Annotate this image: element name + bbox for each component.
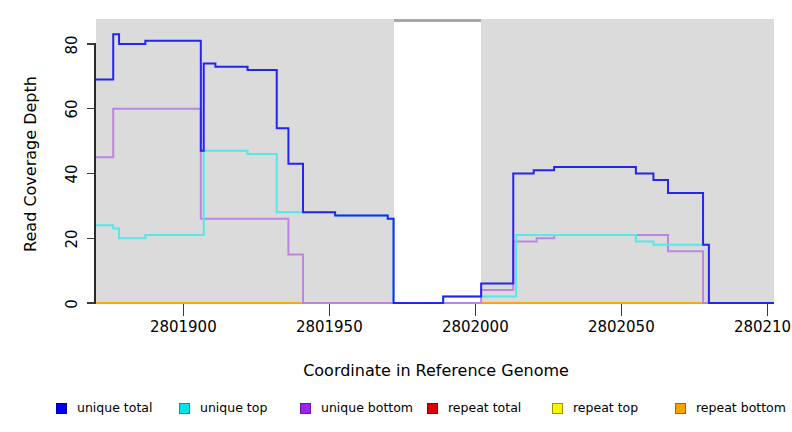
- series-line-unique-total: [96, 34, 774, 303]
- legend-swatch-icon: [552, 403, 563, 414]
- legend-item-repeat-total: repeat total: [427, 401, 521, 415]
- legend-swatch-icon: [179, 403, 190, 414]
- x-axis-tick-label: 2802000: [442, 318, 509, 336]
- y-axis-tick-label: 80: [63, 35, 81, 54]
- legend-swatch-icon: [56, 403, 67, 414]
- legend-label: unique bottom: [321, 401, 413, 415]
- coverage-chart-figure: 2801900 2801950 2802000 2802050 2802100 0 20 40…: [0, 0, 792, 432]
- series-plot-area: [96, 19, 774, 304]
- y-axis-tick: [87, 108, 95, 109]
- x-axis-tick-label: 2802100: [734, 318, 792, 336]
- y-axis-tick-label: 60: [63, 100, 81, 119]
- series-line-unique-bottom: [96, 109, 774, 303]
- y-axis-tick-label: 40: [63, 164, 81, 183]
- x-axis-tick: [621, 304, 622, 316]
- legend-item-unique-top: unique top: [179, 401, 267, 415]
- legend-item-unique-bottom: unique bottom: [300, 401, 413, 415]
- x-axis-tick-label: 2801950: [296, 318, 363, 336]
- x-axis-tick-label: 2801900: [150, 318, 217, 336]
- legend-item-repeat-bottom: repeat bottom: [675, 401, 786, 415]
- y-axis-tick: [87, 302, 95, 303]
- legend-swatch-icon: [300, 403, 311, 414]
- series-line-unique-top: [96, 151, 774, 303]
- legend-label: repeat bottom: [696, 401, 786, 415]
- x-axis-tick: [475, 304, 476, 316]
- legend-label: unique total: [77, 401, 152, 415]
- y-axis-tick: [87, 43, 95, 44]
- x-axis-tick: [329, 304, 330, 316]
- legend-label: repeat top: [573, 401, 638, 415]
- legend-label: repeat total: [448, 401, 521, 415]
- y-axis-tick: [87, 238, 95, 239]
- x-axis-tick: [767, 304, 768, 316]
- legend-item-repeat-top: repeat top: [552, 401, 638, 415]
- x-axis-title: Coordinate in Reference Genome: [303, 361, 569, 380]
- y-axis-tick-label: 20: [63, 229, 81, 248]
- x-axis-tick-label: 2802050: [588, 318, 655, 336]
- y-axis-title: Read Coverage Depth: [21, 76, 40, 252]
- y-axis-tick: [87, 173, 95, 174]
- y-axis-tick-label: 0: [63, 299, 81, 309]
- legend-swatch-icon: [675, 403, 686, 414]
- legend-label: unique top: [200, 401, 267, 415]
- legend-item-unique-total: unique total: [56, 401, 152, 415]
- x-axis-tick: [183, 304, 184, 316]
- legend-swatch-icon: [427, 403, 438, 414]
